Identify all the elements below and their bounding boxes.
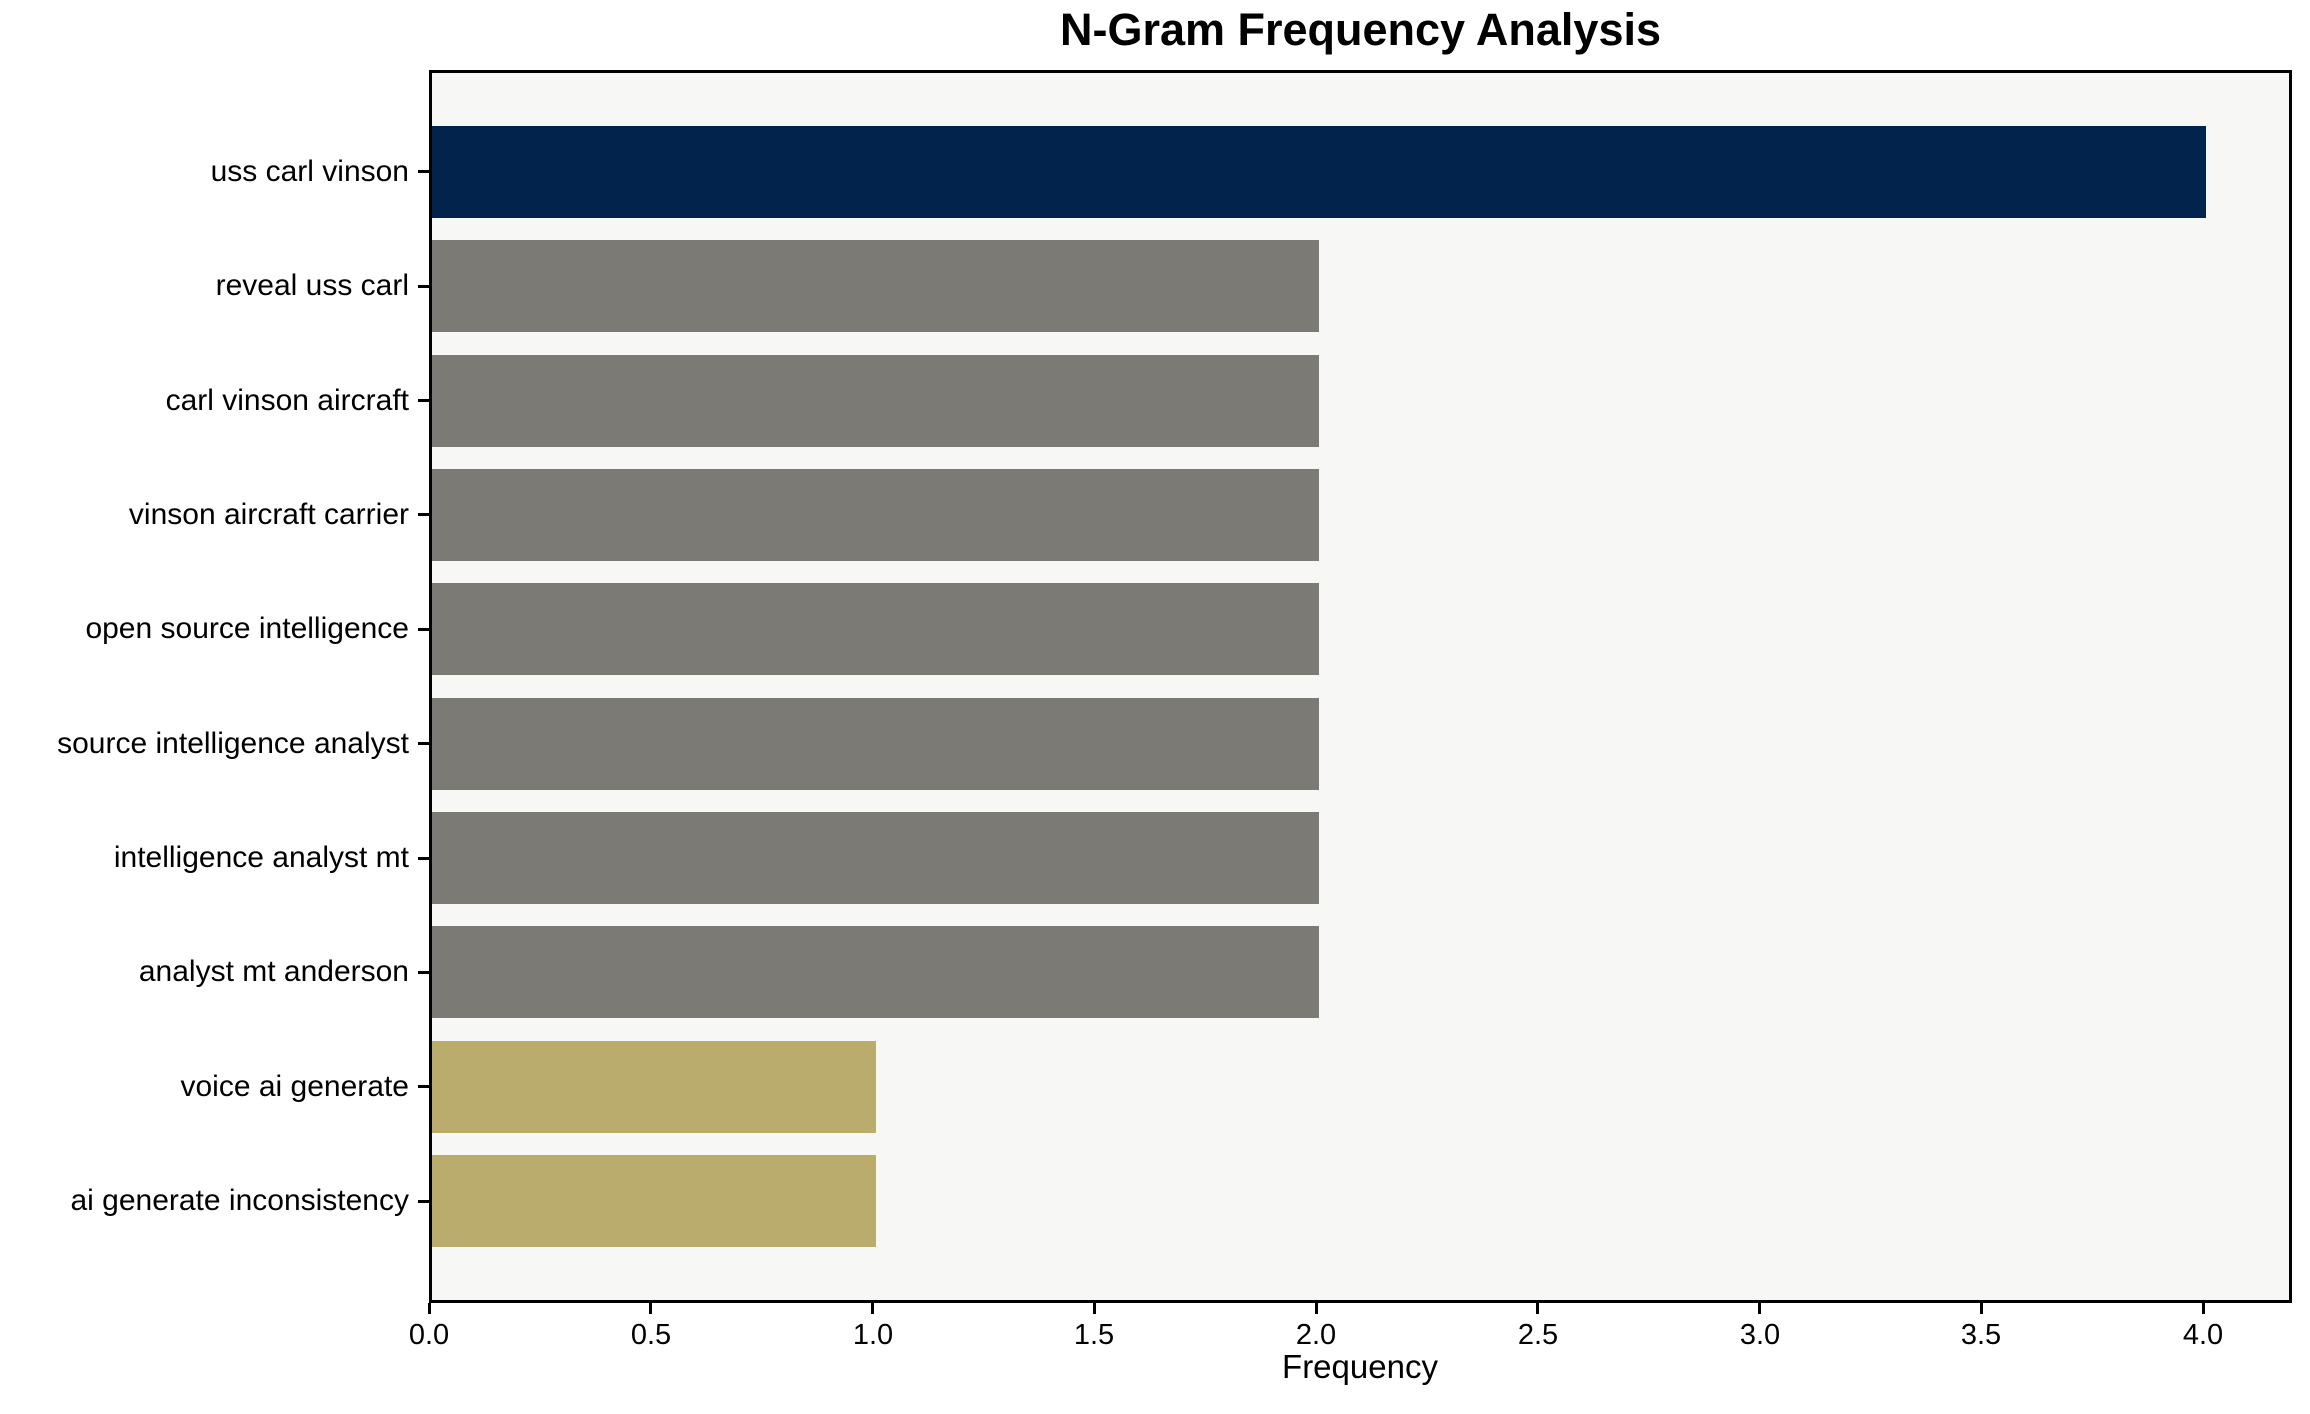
x-tick-label: 2.5 — [1517, 1319, 1559, 1351]
y-tick-mark — [418, 399, 429, 402]
x-tick-mark — [1758, 1303, 1761, 1314]
bar — [432, 469, 1319, 561]
y-tick-mark — [418, 170, 429, 173]
y-tick-mark — [418, 628, 429, 631]
y-tick-label: open source intelligence — [85, 612, 409, 645]
bar — [432, 583, 1319, 675]
y-tick-label: voice ai generate — [180, 1070, 410, 1103]
bar — [432, 1155, 876, 1247]
x-tick-mark — [2202, 1303, 2205, 1314]
y-tick-label: uss carl vinson — [210, 155, 409, 188]
y-tick-mark — [418, 742, 429, 745]
bar — [432, 1041, 876, 1133]
x-tick-label: 4.0 — [2182, 1319, 2224, 1351]
bar — [432, 812, 1319, 904]
x-tick-label: 1.5 — [1073, 1319, 1115, 1351]
bar — [432, 355, 1319, 447]
x-tick-mark — [1093, 1303, 1096, 1314]
x-tick-label: 3.5 — [1960, 1319, 2002, 1351]
y-tick-label: intelligence analyst mt — [113, 841, 409, 874]
bar — [432, 240, 1319, 332]
bar — [432, 698, 1319, 790]
y-tick-label: carl vinson aircraft — [165, 384, 409, 417]
x-tick-label: 0.0 — [408, 1319, 450, 1351]
y-tick-label: vinson aircraft carrier — [128, 498, 409, 531]
x-tick-mark — [428, 1303, 431, 1314]
x-tick-mark — [1536, 1303, 1539, 1314]
y-tick-mark — [418, 1200, 429, 1203]
x-tick-label: 2.0 — [1295, 1319, 1337, 1351]
y-tick-mark — [418, 971, 429, 974]
y-tick-label: analyst mt anderson — [138, 955, 409, 988]
y-tick-mark — [418, 857, 429, 860]
chart-title: N-Gram Frequency Analysis — [1059, 4, 1662, 55]
x-tick-mark — [871, 1303, 874, 1314]
y-tick-label: ai generate inconsistency — [70, 1184, 409, 1217]
bar — [432, 926, 1319, 1018]
x-tick-label: 0.5 — [630, 1319, 672, 1351]
bar — [432, 126, 2206, 218]
x-tick-label: 1.0 — [852, 1319, 894, 1351]
y-tick-label: reveal uss carl — [215, 269, 409, 302]
plot-area — [429, 70, 2292, 1303]
x-tick-mark — [649, 1303, 652, 1314]
x-tick-label: 3.0 — [1739, 1319, 1781, 1351]
y-tick-mark — [418, 513, 429, 516]
x-axis-label: Frequency — [1282, 1348, 1438, 1385]
x-tick-mark — [1980, 1303, 1983, 1314]
x-tick-mark — [1315, 1303, 1318, 1314]
y-tick-mark — [418, 285, 429, 288]
y-tick-label: source intelligence analyst — [57, 727, 409, 760]
y-tick-mark — [418, 1085, 429, 1088]
